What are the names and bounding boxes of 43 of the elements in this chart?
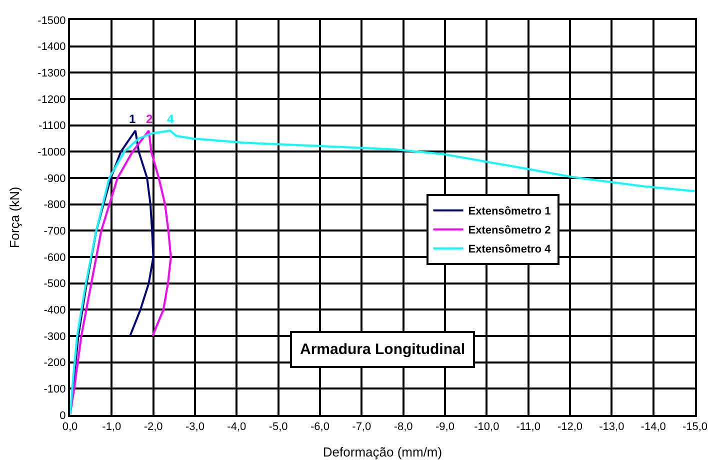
y-tick-label: -300 — [44, 330, 66, 343]
x-tick-label: -5,0 — [268, 421, 288, 434]
x-tick-label: -14,0 — [640, 421, 666, 434]
x-tick-label: -1,0 — [102, 421, 122, 434]
x-tick-label: -6,0 — [310, 421, 330, 434]
x-tick-label: -2,0 — [144, 421, 163, 434]
x-tick-label: -9,0 — [436, 421, 454, 434]
legend-label: Extensômetro 1 — [468, 206, 551, 218]
y-tick-label: -700 — [44, 226, 66, 238]
y-tick-label: -600 — [44, 252, 66, 264]
y-tick-label: -400 — [44, 304, 66, 317]
annotation: 2 — [146, 112, 153, 126]
y-tick-label: -100 — [44, 384, 66, 396]
x-tick-label: -10,0 — [474, 421, 500, 434]
x-tick-label: -13,0 — [599, 421, 624, 434]
y-tick-label: -800 — [44, 199, 66, 212]
y-tick-label: -1200 — [38, 94, 66, 106]
x-tick-label: -4,0 — [227, 421, 246, 434]
x-tick-label: -3,0 — [186, 421, 204, 434]
y-axis-title: Força (kN) — [7, 186, 22, 248]
x-tick-label: 0,0 — [62, 421, 78, 434]
x-tick-label: -8,0 — [394, 421, 413, 434]
y-tick-label: -1400 — [38, 41, 66, 54]
annotation: 1 — [129, 112, 136, 126]
annotation: Armadura Longitudinal — [300, 341, 465, 358]
legend-label: Extensômetro 4 — [468, 244, 552, 256]
annotation: 4 — [167, 112, 174, 126]
x-tick-label: -12,0 — [557, 421, 583, 434]
y-tick-label: -900 — [44, 172, 66, 185]
y-tick-label: -1100 — [38, 120, 66, 132]
y-tick-label: -500 — [44, 278, 66, 290]
y-tick-label: 0 — [60, 410, 66, 422]
y-tick-label: -1000 — [38, 146, 66, 159]
y-tick-label: -1300 — [38, 68, 66, 80]
x-tick-label: -11,0 — [516, 421, 540, 434]
x-tick-label: -15,0 — [682, 421, 708, 434]
y-tick-label: -200 — [44, 357, 66, 370]
x-tick-label: -7,0 — [352, 421, 372, 434]
line-series — [70, 130, 695, 415]
legend-label: Extensômetro 2 — [468, 224, 551, 237]
y-tick-label: -1500 — [38, 14, 66, 27]
x-axis-title: Deformação (mm/m) — [322, 444, 442, 460]
line-series — [70, 130, 172, 415]
